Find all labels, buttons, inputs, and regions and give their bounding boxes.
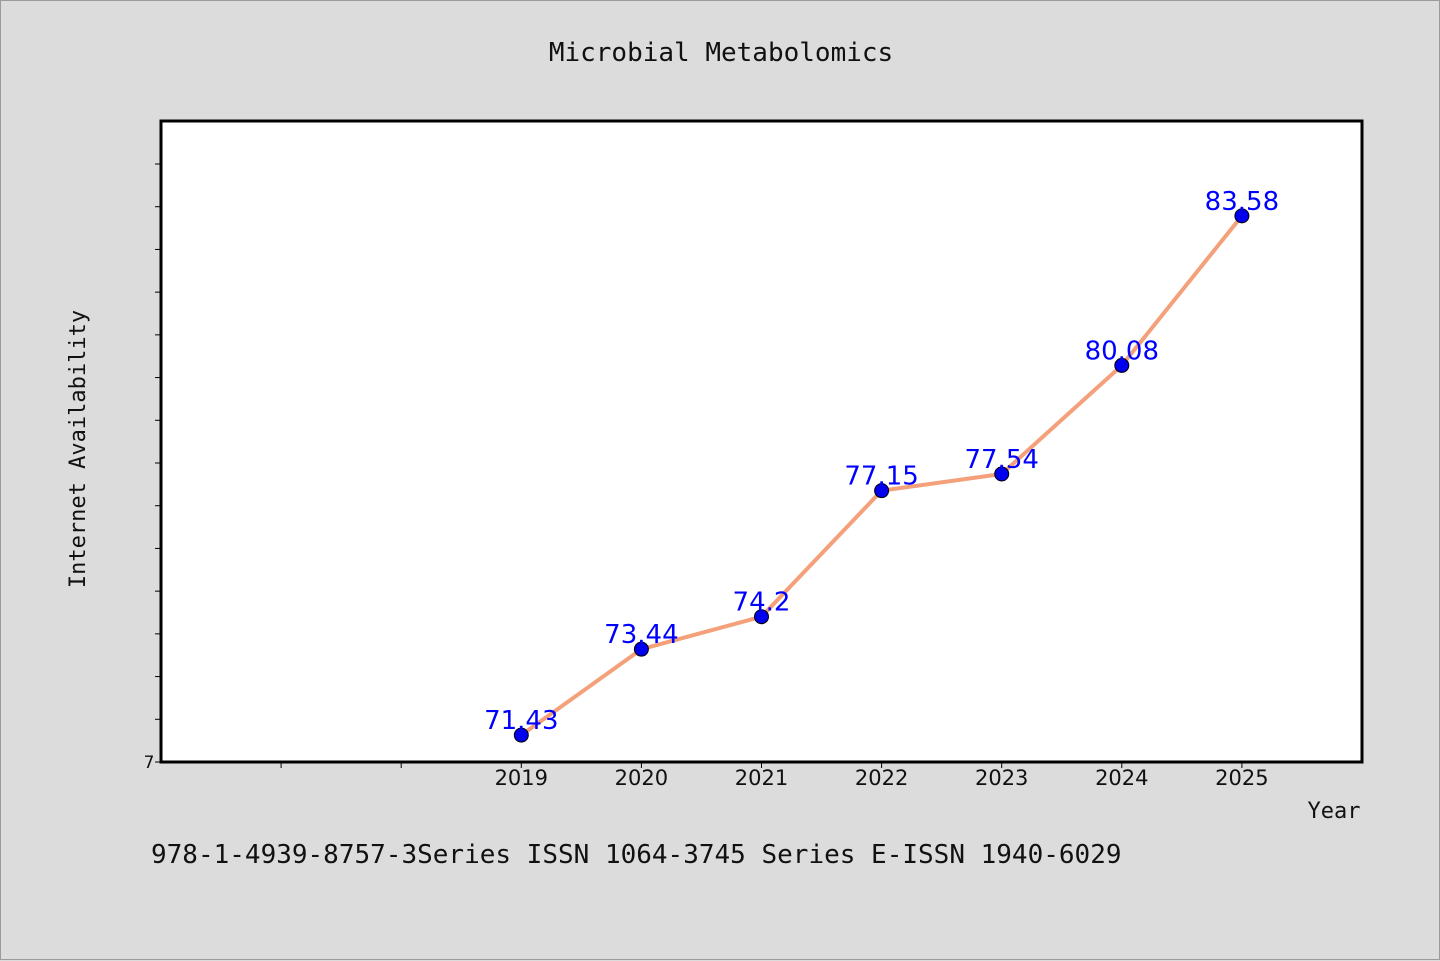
data-point xyxy=(1114,357,1130,373)
x-tick-label: 2020 xyxy=(615,766,668,790)
y-axis-origin-label: 7 xyxy=(144,753,155,773)
x-axis-label: Year xyxy=(1308,799,1361,824)
data-point xyxy=(994,466,1010,482)
data-point xyxy=(754,609,769,625)
data-label: 83.58 xyxy=(1205,187,1279,217)
data-label: 71.43 xyxy=(484,706,558,736)
x-axis-ticks xyxy=(280,762,1243,768)
data-labels-group: 71.43 73.44 74.2 77.15 77.54 80.08 83.58 xyxy=(484,187,1279,736)
x-tick-label: 2025 xyxy=(1215,766,1268,790)
data-point xyxy=(513,727,529,743)
data-label: 77.15 xyxy=(844,462,918,492)
x-tick-label: 2023 xyxy=(975,766,1028,790)
x-tick-label: 2022 xyxy=(855,766,908,790)
x-tick-label: 2021 xyxy=(735,766,788,790)
plot-area xyxy=(159,119,1364,764)
y-axis-ticks xyxy=(155,163,161,763)
x-tick-label: 2024 xyxy=(1095,766,1148,790)
x-axis-tick-labels: 2019 2020 2021 2022 2023 2024 2025 xyxy=(495,766,1269,790)
data-label: 80.08 xyxy=(1085,336,1159,366)
footer-isbn-issn: 978-1-4939-8757-3Series ISSN 1064-3745 S… xyxy=(151,840,1122,870)
x-tick-label: 2019 xyxy=(495,766,548,790)
data-point xyxy=(633,641,649,657)
data-point xyxy=(874,483,890,499)
data-label: 77.54 xyxy=(964,445,1038,475)
data-point xyxy=(1234,208,1250,224)
data-label: 74.2 xyxy=(733,588,791,618)
y-axis-label: Internet Availability xyxy=(66,310,91,588)
series-markers-group xyxy=(513,208,1250,743)
chart-title: Microbial Metabolomics xyxy=(549,38,893,68)
data-label: 73.44 xyxy=(604,620,678,650)
